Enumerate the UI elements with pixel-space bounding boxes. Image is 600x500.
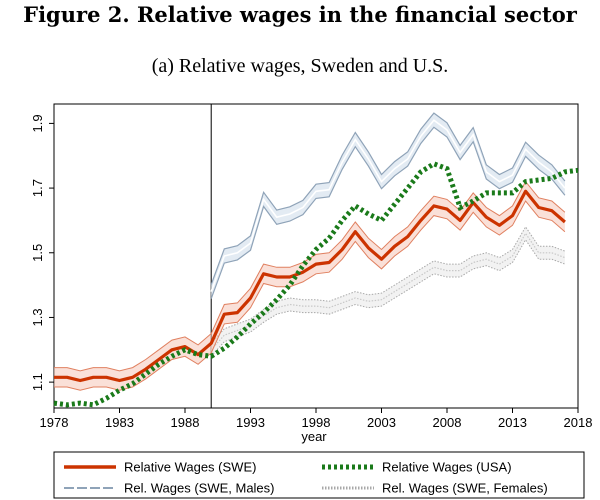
series-1-group	[53, 161, 579, 408]
axes-group: 1978 1983 1988 1993 1998 2003 2008 2013 2018 1.1 1…	[30, 114, 592, 430]
x-tick-label: 2003	[367, 415, 396, 430]
swe-males-lower-line	[210, 126, 566, 299]
swe-confidence-band	[54, 181, 565, 391]
y-tick-label: 1.3	[30, 308, 45, 326]
legend-item: Relative Wages (USA)	[322, 460, 512, 475]
y-tick-label: 1.1	[30, 373, 45, 391]
legend-label: Rel. Wages (SWE, Females)	[382, 481, 548, 496]
figure-title: Figure 2. Relative wages in the financia…	[23, 2, 577, 27]
x-tick-label: 1978	[40, 415, 69, 430]
swe-line	[54, 189, 566, 383]
figure-subtitle: (a) Relative wages, Sweden and U.S.	[151, 55, 449, 77]
swe-males-upper-line	[210, 112, 566, 285]
series-layer	[53, 112, 579, 408]
x-tick-label: 1988	[171, 415, 200, 430]
legend-item: Rel. Wages (SWE, Males)	[64, 481, 275, 496]
series-3-group	[210, 225, 566, 357]
swe-band-lower-line	[54, 200, 566, 391]
y-tick-label: 1.9	[30, 114, 45, 132]
legend-label: Relative Wages (SWE)	[124, 460, 256, 475]
swe-males-line	[210, 119, 566, 292]
series-0-group	[54, 180, 566, 391]
legend-item: Relative Wages (SWE)	[64, 460, 256, 475]
x-tick-label: 2013	[498, 415, 527, 430]
legend-item: Rel. Wages (SWE, Females)	[322, 481, 548, 496]
swe-females-upper-line	[210, 225, 566, 344]
series-2-group	[210, 112, 566, 299]
x-tick-label: 2018	[564, 415, 593, 430]
x-tick-label: 1998	[302, 415, 331, 430]
x-axis-title: year	[301, 429, 327, 444]
legend-box	[53, 451, 585, 499]
y-tick-label: 1.5	[30, 244, 45, 262]
legend-label: Rel. Wages (SWE, Males)	[124, 481, 275, 496]
x-tick-label: 2008	[433, 415, 462, 430]
x-tick-label: 1993	[236, 415, 265, 430]
x-tick-label: 1983	[105, 415, 134, 430]
swe-females-band	[211, 226, 565, 357]
y-tick-label: 1.7	[30, 179, 45, 197]
legend: Relative Wages (SWE) Relative Wages (USA)…	[53, 451, 585, 499]
legend-label: Relative Wages (USA)	[382, 460, 512, 475]
usa-line	[53, 161, 579, 408]
